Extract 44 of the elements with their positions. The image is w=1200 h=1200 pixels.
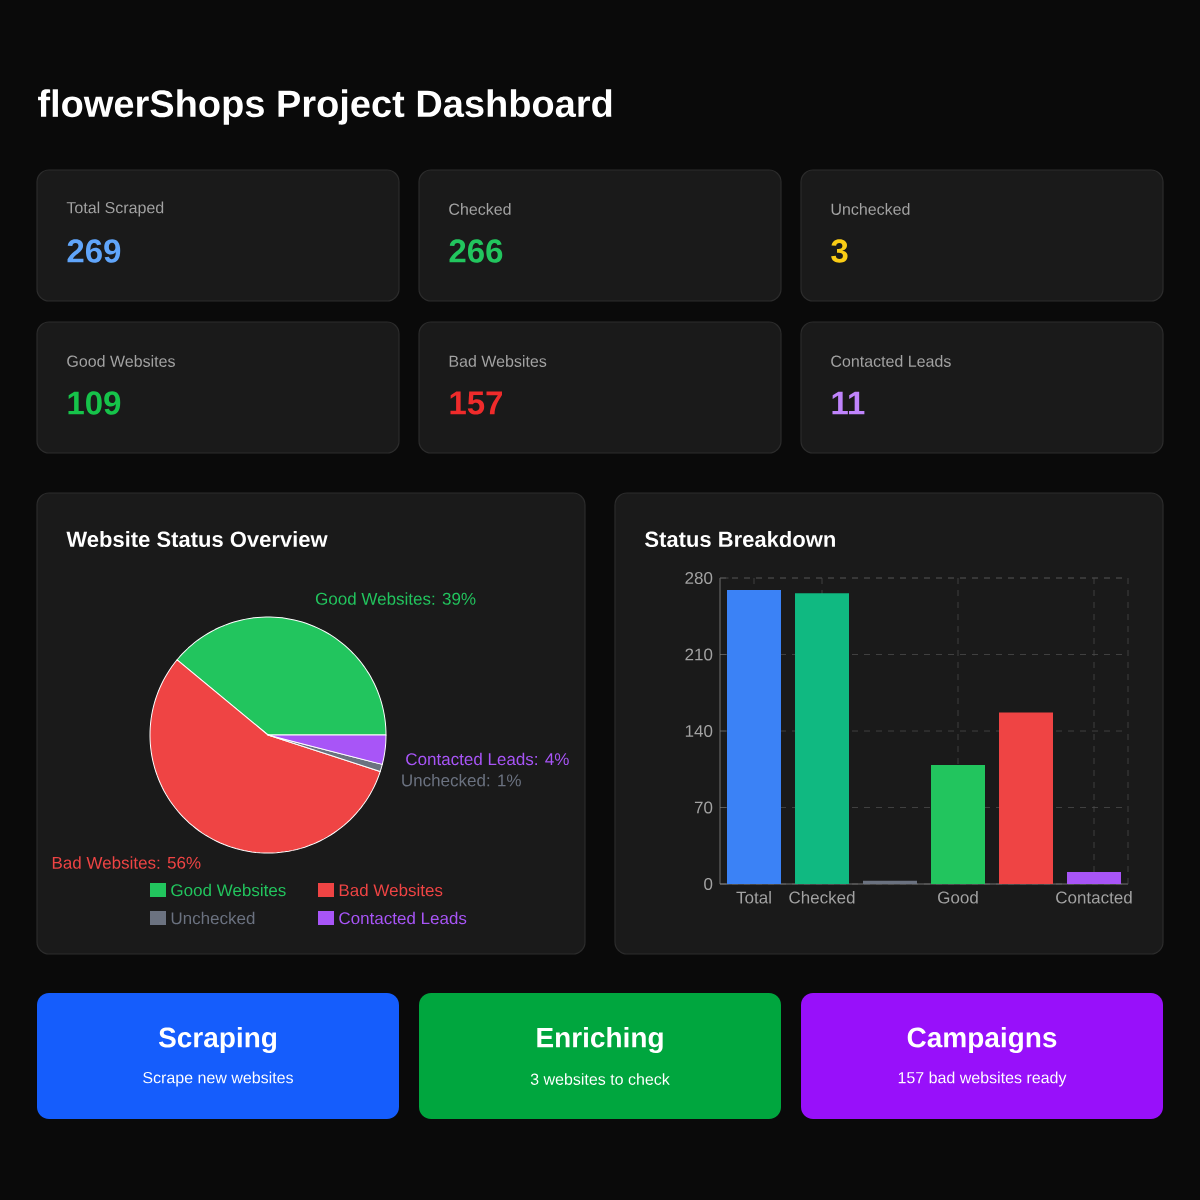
bar — [999, 712, 1054, 885]
legend-label: Good Websites — [171, 883, 286, 897]
legend-label: Unchecked — [171, 911, 255, 925]
y-tick-label: 280 — [685, 572, 713, 585]
text: 11 — [832, 391, 865, 415]
text: Contacted Leads — [831, 355, 951, 367]
x-tick-label: Checked — [789, 891, 855, 904]
bar — [863, 880, 918, 885]
chart-title: Website Status Overview — [66, 530, 328, 548]
data-label: Contacted Leads: 4% — [406, 752, 569, 766]
text: Scraping — [158, 1026, 277, 1054]
data-label: Good Websites: 39% — [315, 592, 476, 605]
text: 269 — [67, 239, 121, 263]
x-tick-label: Total — [736, 891, 771, 904]
bar — [1067, 871, 1122, 885]
text: 157 bad websites ready — [898, 1071, 1067, 1087]
y-tick-label: 70 — [694, 801, 713, 814]
text: Campaigns — [907, 1026, 1057, 1054]
text: 157 — [450, 391, 503, 415]
y-tick-label: 140 — [685, 725, 713, 738]
chart-title: Status Breakdown — [645, 530, 835, 548]
text: Bad Websites — [449, 355, 547, 367]
text: flowerShops Project Dashboard — [38, 89, 612, 125]
text: Scrape new websites — [143, 1071, 293, 1087]
y-tick-label: 210 — [685, 648, 713, 661]
x-tick-label: Good — [938, 891, 978, 904]
y-tick-label: 0 — [704, 878, 713, 891]
text: Checked — [449, 203, 511, 215]
text: Enriching — [537, 1026, 663, 1054]
text: 3 websites to check — [530, 1073, 670, 1085]
legend-label: Bad Websites — [339, 883, 443, 897]
legend-label: Contacted Leads — [339, 911, 467, 925]
data-label: Unchecked: 1% — [402, 773, 521, 787]
bar — [727, 590, 782, 885]
text: 266 — [449, 239, 503, 263]
x-tick-label: Contacted — [1056, 891, 1132, 904]
text: Good Websites — [67, 355, 175, 367]
bar — [931, 764, 986, 885]
data-label: Bad Websites: 56% — [52, 856, 201, 869]
text: Total Scraped — [66, 201, 164, 217]
bar — [795, 593, 850, 885]
text: 3 — [831, 239, 848, 263]
text: 109 — [68, 391, 121, 415]
text: Unchecked — [831, 203, 910, 215]
